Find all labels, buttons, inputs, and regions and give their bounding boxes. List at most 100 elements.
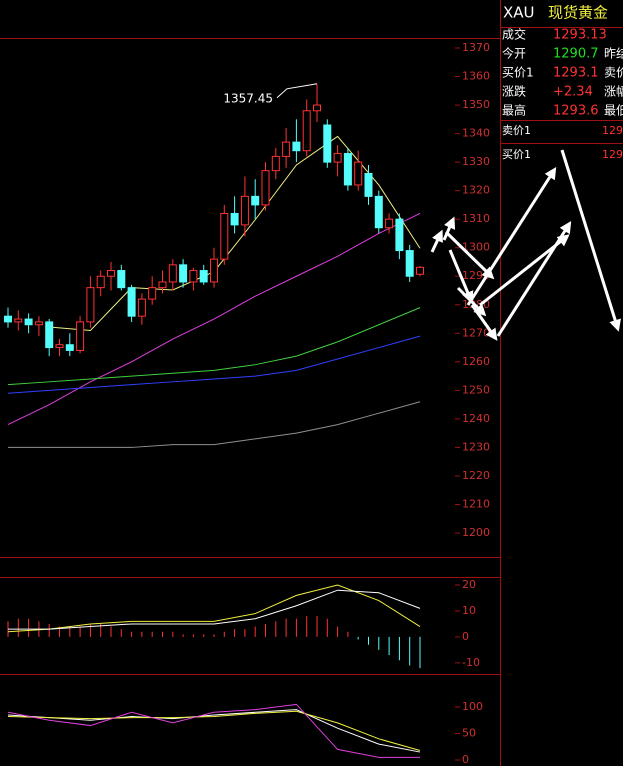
quote-label: 卖价 xyxy=(604,66,623,80)
y-tick-label: 1250 xyxy=(462,383,490,396)
y-tick-label: 1220 xyxy=(462,469,490,482)
high-label: 1357.45 xyxy=(223,91,273,105)
y-tick-label: 100 xyxy=(462,700,483,713)
y-tick-label: -10 xyxy=(462,656,480,669)
candle-body xyxy=(179,264,188,283)
quote-value: 1290.7 xyxy=(553,47,599,62)
quote-label: 今开 xyxy=(502,46,526,61)
book-label: 买价1 xyxy=(502,148,531,161)
candle-body xyxy=(261,170,270,206)
candle-body xyxy=(14,318,23,323)
y-tick-label: 1360 xyxy=(462,70,490,83)
y-tick-label: 1230 xyxy=(462,440,490,453)
candle-body xyxy=(137,298,146,317)
quote-label: 最高 xyxy=(502,103,526,118)
candle-body xyxy=(4,315,12,323)
y-tick-label: 1330 xyxy=(462,155,490,168)
indicator-line xyxy=(7,213,421,426)
book-value: 1293.1 xyxy=(602,148,623,161)
candle-body xyxy=(24,318,33,326)
quote-value: 1293.13 xyxy=(553,28,607,43)
y-tick-label: 1200 xyxy=(462,526,490,539)
y-tick-label: 1320 xyxy=(462,184,490,197)
y-tick-label: 1240 xyxy=(462,412,490,425)
quote-value: 1293.1 xyxy=(553,66,599,81)
candle-body xyxy=(127,287,136,317)
candle-body xyxy=(65,344,74,351)
candle-body xyxy=(354,161,363,186)
indicator-line xyxy=(49,135,421,331)
indicator-line xyxy=(7,584,421,633)
candle-body xyxy=(405,250,414,277)
candle-body xyxy=(55,344,64,349)
candle-body xyxy=(117,270,126,289)
indicator-line xyxy=(8,401,421,448)
candle-body xyxy=(333,153,342,163)
candle-body xyxy=(189,270,198,283)
candle-body xyxy=(220,212,229,260)
candle-body xyxy=(292,141,301,152)
instrument-name: 现货黄金 xyxy=(548,4,608,22)
quote-label: 涨幅 xyxy=(604,84,623,99)
candle-body xyxy=(34,321,43,326)
candle-body xyxy=(96,275,105,289)
candle-body xyxy=(230,212,239,226)
quote-label: 昨结 xyxy=(604,47,623,61)
candle-body xyxy=(271,155,280,172)
candle-body xyxy=(374,195,383,229)
quote-value: 1293.6 xyxy=(553,104,599,119)
y-tick-label: 1270 xyxy=(462,326,490,339)
quote-label: 涨跌 xyxy=(502,84,526,99)
candle-body xyxy=(158,281,167,289)
candle-body xyxy=(199,270,208,283)
book-value: 1293.1 xyxy=(602,124,623,137)
indicator-line xyxy=(7,307,421,386)
annotation-arrows xyxy=(430,149,621,341)
y-tick-label: 20 xyxy=(462,578,476,591)
candle-body xyxy=(385,218,394,229)
candle-body xyxy=(240,195,249,226)
high-leader xyxy=(276,83,318,99)
book-label: 卖价1 xyxy=(502,124,531,137)
quote-panel: XAU 现货黄金 xyxy=(503,4,608,22)
candle-body xyxy=(323,124,332,163)
y-tick-label: 0 xyxy=(462,753,469,766)
quote-label: 成交 xyxy=(502,27,526,42)
y-tick-label: 0 xyxy=(462,630,469,643)
candle-body xyxy=(313,104,321,112)
y-tick-label: 10 xyxy=(462,604,476,617)
indicator-line xyxy=(7,703,420,758)
candle-body xyxy=(302,110,311,152)
candle-body xyxy=(45,321,54,349)
candle-body xyxy=(395,218,404,252)
indicator-line xyxy=(7,335,421,394)
candle-body xyxy=(416,266,424,275)
candle-body xyxy=(168,264,177,283)
y-tick-label: 1340 xyxy=(462,127,490,140)
symbol: XAU xyxy=(503,4,535,22)
quote-label: 买价1 xyxy=(502,66,534,80)
candle-body xyxy=(364,173,373,197)
quote-value: +2.34 xyxy=(553,85,593,100)
indicator-line xyxy=(7,710,421,751)
candle-body xyxy=(86,287,95,323)
y-tick-label: 1310 xyxy=(462,212,490,225)
candle-body xyxy=(107,270,115,277)
y-tick-label: 1210 xyxy=(462,498,490,511)
indicator-line xyxy=(8,589,421,630)
candle-body xyxy=(210,258,218,283)
candle-body xyxy=(282,141,291,157)
y-tick-label: 1370 xyxy=(462,41,490,54)
candle-body xyxy=(343,153,352,186)
candle-body xyxy=(148,287,157,300)
y-tick-label: 1300 xyxy=(462,241,490,254)
y-tick-label: 50 xyxy=(462,727,476,740)
quote-label: 最低 xyxy=(604,104,623,118)
y-tick-label: 1350 xyxy=(462,98,490,111)
y-tick-label: 1260 xyxy=(462,355,490,368)
indicator-line xyxy=(7,709,421,753)
candle-body xyxy=(76,321,85,351)
